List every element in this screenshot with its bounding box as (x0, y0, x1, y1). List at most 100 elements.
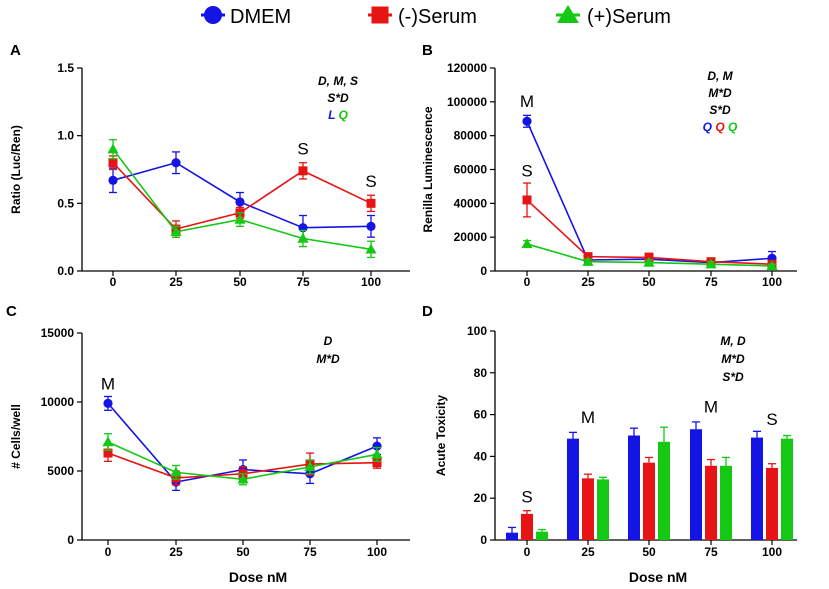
panel-a-data-point (107, 143, 119, 154)
panel-a-x-tick-label: 50 (233, 275, 247, 289)
panel-a-data-point (171, 158, 181, 168)
panel-c-y-tick-label: 5000 (47, 464, 74, 478)
panel-d-series-serum (521, 456, 778, 540)
chart-panel-b: B 0 20000 40000 60000 80000 100000 120000 0 25 50 7… (421, 42, 797, 289)
panel-a-y-axis-label: Ratio (Luc/Ren) (9, 125, 23, 214)
panel-a-significance-label: S (297, 140, 308, 159)
panel-b-stats-annotation-part: Q (725, 120, 738, 134)
panel-c-data-point (102, 436, 114, 447)
panel-d-significance-label: M (581, 408, 595, 427)
chart-panel-d: D 0 20 40 60 80 100 0 25 50 75 100 Acute Toxicity Dos… (422, 303, 797, 585)
panel-d-y-tick-label: 60 (474, 408, 488, 422)
panel-b-data-point (522, 195, 532, 205)
panel-d-significance-label: M (704, 398, 718, 417)
panel-d-x-tick-label: 50 (642, 545, 656, 559)
panel-d-significance-label: S (766, 410, 777, 429)
panel-d-y-tick-label: 80 (474, 366, 488, 380)
panel-a-x-tick-label: 75 (296, 275, 310, 289)
panel-d-bar (521, 513, 533, 540)
panel-b-stats-annotation-part: D, M (707, 69, 733, 83)
panel-a-data-point (234, 213, 246, 224)
panel-c-x-tick-label: 0 (105, 545, 112, 559)
panel-a-y-tick-label: 0.0 (57, 264, 74, 278)
panel-a-series-dmem (108, 151, 376, 241)
panel-a-stats-annotation-part: S*D (327, 91, 349, 105)
panel-c-y-tick-label: 10000 (41, 395, 75, 409)
panel-d-stats-annotation-part: M, D (720, 334, 746, 348)
panel-d-stats-annotation-part: M*D (721, 352, 745, 366)
panel-d-stats-annotation: S*D (722, 370, 744, 384)
legend: DMEM (-)Serum (+)Serum (201, 5, 671, 28)
panel-a-y-tick-label: 1.0 (57, 129, 74, 143)
panel-d-x-tick-label: 75 (704, 545, 718, 559)
panel-c-y-axis-label: # Cells/well (9, 404, 23, 469)
panel-d-bar (597, 479, 609, 540)
panel-a-data-point (365, 243, 377, 254)
panel-d-bar (658, 441, 670, 540)
chart-panel-c: C 0 5000 10000 15000 0 25 50 75 100 # Cells/well Do… (6, 303, 410, 585)
panel-c-significance-label: M (101, 375, 115, 394)
panel-d-bar (628, 435, 640, 540)
panel-c-x-tick-label: 75 (303, 545, 317, 559)
panel-d-bar (705, 465, 717, 540)
panel-b-y-tick-label: 120000 (447, 61, 487, 75)
panel-a-x-tick-label: 100 (361, 275, 381, 289)
panel-b-x-tick-label: 75 (704, 275, 718, 289)
panel-b-x-tick-label: 100 (762, 275, 782, 289)
panel-d-bar (582, 478, 594, 540)
panel-b-y-tick-label: 40000 (454, 196, 488, 210)
panel-b-x-tick-label: 25 (581, 275, 595, 289)
panel-b-data-point (643, 256, 655, 267)
panel-d-y-tick-label: 100 (467, 324, 487, 338)
panel-c-data-point (371, 448, 383, 459)
panel-d-stats-annotation: M, D (720, 334, 746, 348)
panel-d-series-dmem (506, 421, 763, 540)
panel-b-x-tick-label: 50 (642, 275, 656, 289)
panel-a-stats-annotation: L Q (328, 108, 348, 122)
panel-c-data-point (237, 473, 249, 484)
panel-d-y-axis-label: Acute Toxicity (434, 395, 448, 476)
panel-a-data-point (108, 158, 118, 168)
panel-b-data-point (582, 256, 594, 266)
panel-d-x-tick-label: 25 (581, 545, 595, 559)
panel-a-significance-label: S (365, 172, 376, 191)
legend-marker-serum (371, 6, 389, 24)
panel-b-stats-annotation-part: Q (712, 120, 725, 134)
legend-marker-serum (557, 5, 579, 23)
panel-d-bar (720, 465, 732, 540)
panel-b-data-point (766, 260, 778, 271)
panel-a-stats-annotation: D, M, S (318, 74, 358, 88)
panel-c-data-point (372, 441, 382, 451)
panel-b-data-point (521, 238, 533, 249)
legend-label-serum: (+)Serum (587, 6, 671, 28)
panel-c-stats-annotation: M*D (316, 352, 340, 366)
panel-a-data-point (108, 175, 118, 185)
legend-marker-dmem (204, 6, 222, 24)
panel-b-significance-label: M (520, 92, 534, 111)
panel-b-y-tick-label: 0 (480, 264, 487, 278)
panel-d-y-tick-label: 40 (474, 449, 488, 463)
panel-a-x-tick-label: 25 (169, 275, 183, 289)
panel-b-stats-annotation: D, M (707, 69, 733, 83)
panel-d-bar (506, 532, 518, 540)
panel-b-y-tick-label: 80000 (454, 129, 488, 143)
panel-c-y-tick-label: 15000 (41, 326, 75, 340)
panel-c-series-serum (102, 433, 383, 486)
panel-d-series-serum (536, 426, 793, 540)
legend-label-serum: (-)Serum (398, 6, 477, 28)
panel-b-data-point (522, 116, 532, 126)
panel-c-data-point (372, 458, 382, 468)
panel-d-x-axis-label: Dose nM (629, 569, 687, 585)
panel-a-series-serum (107, 139, 377, 259)
panel-c-data-point (103, 448, 113, 458)
panel-d-bar (567, 438, 579, 540)
panel-c-y-tick-label: 0 (67, 533, 74, 547)
panel-b-y-axis-label: Renilla Luminescence (421, 106, 435, 232)
panel-a-y-tick-label: 1.5 (57, 61, 74, 75)
panels: A 0.0 0.5 1.0 1.5 0 25 50 75 100 Ratio (Luc/Ren) S S… (6, 42, 797, 585)
panel-d-bar (766, 467, 778, 540)
panel-b-data-point (705, 258, 717, 269)
panel-a-data-point (366, 221, 376, 231)
panel-b-stats-annotation: S*D (709, 103, 731, 117)
